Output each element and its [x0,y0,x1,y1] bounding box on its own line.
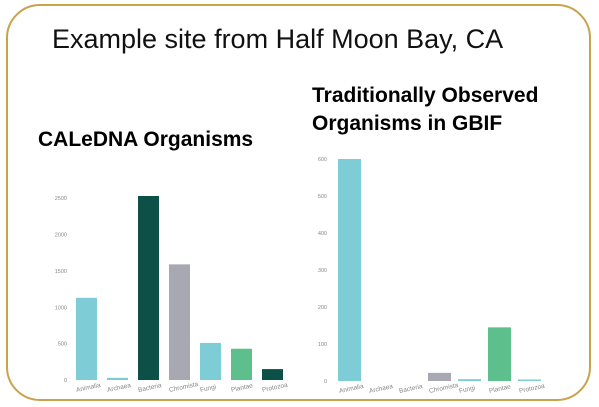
chart-title-caledna-text: CALeDNA Organisms [38,128,254,151]
gbif-y-tick-label: 0 [324,379,327,385]
caledna-x-tick-label: Fungi [199,384,216,394]
gbif-x-tick-label: Fungi [458,385,475,395]
caledna-y-tick-label: 500 [58,342,67,348]
caledna-y-tick-label: 0 [64,378,67,384]
gbif-x-tick-label: Plantae [488,383,511,395]
gbif-x-tick-label: Bacteria [398,383,423,395]
chart-title-gbif-line-2: Organisms in GBIF [312,112,503,135]
gbif-bar-protozoa [518,379,541,381]
gbif-y-tick-label: 400 [318,231,327,237]
gbif-x-tick-label: Chromista [428,382,459,395]
gbif-y-tick-label: 100 [318,342,327,348]
caledna-bar-archaea [107,377,128,380]
gbif-y-tick-label: 200 [318,305,327,311]
chart-title-gbif: Traditionally Observed Organisms in GBIF [312,82,538,138]
gbif-y-tick-label: 300 [318,268,327,274]
gbif-x-tick-label: Archaea [368,383,394,395]
caledna-x-tick-label: Chromista [168,381,199,394]
chart-title-caledna: CALeDNA Organisms [38,126,253,154]
caledna-bar-protozoa [262,369,283,380]
slide-title: Example site from Half Moon Bay, CA [52,24,504,54]
caledna-x-tick-label: Animalia [75,382,101,394]
caledna-y-tick-label: 2500 [55,196,67,202]
gbif-y-tick-label: 500 [318,194,327,200]
caledna-bar-chart: 0 500 1000 1500 2000 2500 Animalia Archaea Bacte… [55,196,289,394]
gbif-x-tick-label: Protozoa [518,383,545,395]
caledna-x-tick-label: Bacteria [137,382,162,394]
gbif-bar-chart: 0 100 200 300 400 500 600 Animalia Archaea Bacter… [318,157,546,395]
caledna-bar-animalia [76,297,97,380]
chart-title-gbif-line-1: Traditionally Observed [312,84,539,107]
gbif-y-tick-label: 600 [318,157,327,163]
caledna-x-tick-label: Plantae [230,382,253,394]
caledna-x-tick-label: Protozoa [261,382,288,394]
caledna-y-tick-label: 1500 [55,269,67,275]
caledna-y-tick-label: 2000 [55,233,67,239]
gbif-bar-chromista [428,372,451,381]
gbif-bar-plantae [488,327,511,381]
gbif-x-tick-label: Animalia [338,383,364,395]
caledna-bar-chromista [169,264,190,380]
gbif-bar-fungi [458,379,481,381]
caledna-bar-bacteria [138,196,159,380]
caledna-bar-fungi [200,342,221,380]
caledna-x-tick-label: Archaea [106,382,132,394]
caledna-y-tick-label: 1000 [55,305,67,311]
gbif-bar-animalia [338,159,361,381]
caledna-bar-plantae [231,348,252,380]
